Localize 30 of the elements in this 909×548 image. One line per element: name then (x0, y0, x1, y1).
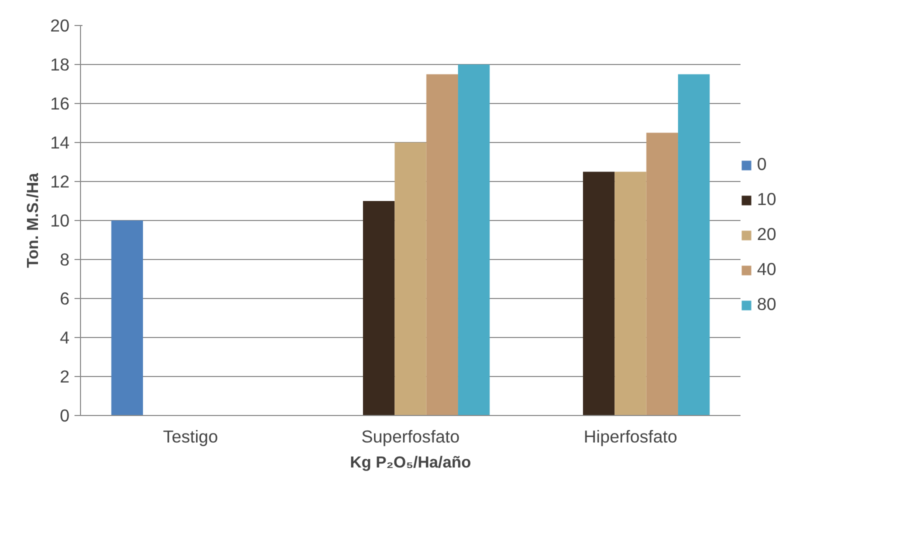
bar (362, 201, 395, 416)
x-axis-title: Kg P₂O₅/Ha/año (350, 454, 472, 472)
y-tick-label: 12 (50, 172, 70, 192)
y-tick-label: 8 (60, 250, 70, 270)
bar (678, 74, 710, 416)
bar (614, 172, 646, 416)
y-tick-label: 14 (50, 132, 70, 152)
bar (111, 220, 143, 416)
y-tick-label: 10 (50, 210, 70, 230)
legend-label: 10 (757, 189, 777, 210)
y-tick-label: 0 (60, 406, 70, 426)
x-tick-label: Superfosfato (361, 426, 460, 446)
y-tick-label: 6 (60, 288, 70, 308)
y-tick-label: 18 (50, 54, 70, 74)
y-tick-label: 4 (60, 328, 70, 348)
legend-label: 0 (757, 154, 768, 175)
x-tick-label: Testigo (163, 426, 218, 446)
legend-label: 40 (757, 259, 777, 280)
bar (646, 132, 678, 416)
legend-label: 80 (757, 294, 777, 315)
bar (426, 74, 458, 416)
bar (582, 172, 615, 416)
y-tick-label: 20 (50, 16, 70, 36)
y-axis-title: Ton. M.S./Ha (25, 172, 42, 268)
legend-label: 20 (757, 224, 777, 245)
y-tick-label: 16 (50, 94, 70, 114)
bar (394, 142, 426, 416)
x-tick-label: Hiperfosfato (584, 426, 678, 446)
bar (458, 64, 490, 416)
y-tick-label: 2 (60, 366, 70, 386)
